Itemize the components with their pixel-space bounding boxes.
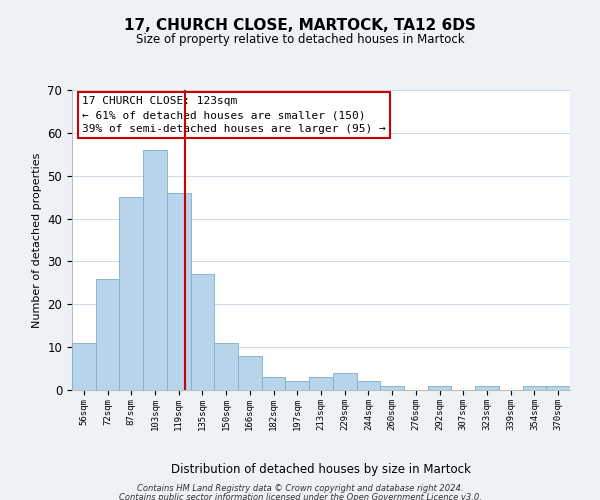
Y-axis label: Number of detached properties: Number of detached properties (32, 152, 42, 328)
Bar (191, 274, 214, 390)
Text: Distribution of detached houses by size in Martock: Distribution of detached houses by size … (171, 462, 471, 475)
Bar (167, 193, 191, 390)
Bar (428, 386, 451, 390)
Bar (309, 377, 333, 390)
Text: Contains HM Land Registry data © Crown copyright and database right 2024.: Contains HM Land Registry data © Crown c… (137, 484, 463, 493)
Bar (119, 197, 143, 390)
Text: 17, CHURCH CLOSE, MARTOCK, TA12 6DS: 17, CHURCH CLOSE, MARTOCK, TA12 6DS (124, 18, 476, 32)
Bar (356, 382, 380, 390)
Bar (262, 377, 286, 390)
Bar (523, 386, 546, 390)
Bar (143, 150, 167, 390)
Bar (96, 278, 119, 390)
Text: 17 CHURCH CLOSE: 123sqm
← 61% of detached houses are smaller (150)
39% of semi-d: 17 CHURCH CLOSE: 123sqm ← 61% of detache… (82, 96, 386, 134)
Bar (546, 386, 570, 390)
Text: Contains public sector information licensed under the Open Government Licence v3: Contains public sector information licen… (119, 493, 481, 500)
Bar (380, 386, 404, 390)
Text: Size of property relative to detached houses in Martock: Size of property relative to detached ho… (136, 32, 464, 46)
Bar (72, 343, 96, 390)
Bar (214, 343, 238, 390)
Bar (333, 373, 356, 390)
Bar (475, 386, 499, 390)
Bar (238, 356, 262, 390)
Bar (286, 382, 309, 390)
